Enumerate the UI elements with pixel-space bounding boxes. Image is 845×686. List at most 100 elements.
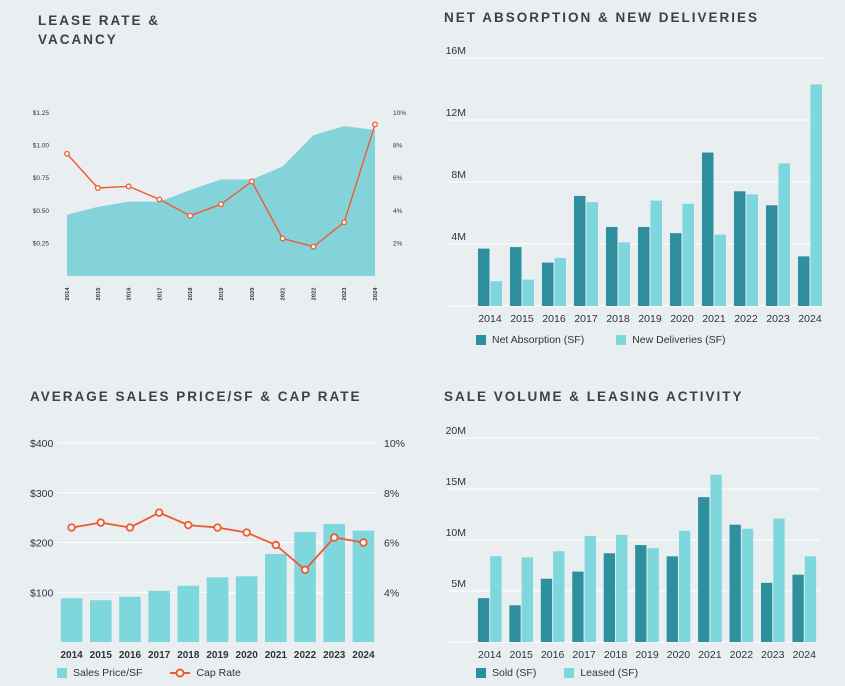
volume-x-tick-2017: 2017 <box>572 649 596 661</box>
absorption-y-tick-0: 4M <box>451 231 466 243</box>
lease-x-tick-2020: 2020 <box>250 288 256 301</box>
cap-rate-point <box>213 523 222 532</box>
volume-bar-series0-2015 <box>509 605 521 642</box>
absorption-bar-series0-2018 <box>605 226 618 306</box>
vacancy-point <box>187 212 194 219</box>
volume-bar-series0-2021 <box>698 497 710 642</box>
legend-swatch-sold <box>476 668 486 678</box>
volume-bar-series1-2021 <box>710 474 722 642</box>
lease-x-tick-2019: 2019 <box>219 287 225 301</box>
volume-bar-series0-2020 <box>666 556 678 642</box>
volume-bar-series1-2023 <box>773 518 785 642</box>
volume-bar-series1-2018 <box>616 534 628 642</box>
volume-y-tick-2: 15M <box>446 476 466 488</box>
price-bar-2021 <box>265 553 287 642</box>
volume-bar-series0-2016 <box>540 578 553 642</box>
lease-yleft-tick-4: $1.25 <box>33 110 50 117</box>
volume-x-tick-2020: 2020 <box>667 649 691 661</box>
price-chart-title: AVERAGE SALES PRICE/SF & CAP RATE <box>30 389 362 404</box>
vacancy-point <box>64 150 70 157</box>
price-bar-2018 <box>177 585 200 642</box>
lease-yright-tick-3: 8% <box>393 143 403 150</box>
price-bar-2017 <box>148 590 170 642</box>
absorption-bar-series0-2015 <box>509 247 522 306</box>
legend-swatch-net-absorption <box>476 335 486 345</box>
lease-yright-tick-4: 10% <box>393 110 406 117</box>
volume-y-tick-1: 10M <box>446 527 466 539</box>
legend-label-new-deliveries: New Deliveries (SF) <box>632 334 726 346</box>
legend-label-leased: Leased (SF) <box>580 667 639 679</box>
price-bar-2019 <box>206 577 229 642</box>
cap-rate-point <box>242 528 251 537</box>
absorption-x-tick-2018: 2018 <box>606 313 630 325</box>
price-bar-2024 <box>352 530 375 642</box>
absorption-y-tick-2: 12M <box>446 107 466 119</box>
price-bar-2016 <box>119 596 141 642</box>
lease-x-tick-2024: 2024 <box>373 287 379 301</box>
volume-bar-series0-2014 <box>477 598 490 642</box>
cap-rate-point <box>359 538 368 547</box>
price-x-tick-2022: 2022 <box>294 650 317 661</box>
vacancy-point <box>248 178 255 185</box>
vacancy-point <box>341 219 348 226</box>
lease-x-tick-2015: 2015 <box>96 287 102 301</box>
absorption-x-tick-2019: 2019 <box>638 313 662 325</box>
absorption-bar-series0-2019 <box>637 226 650 306</box>
volume-bar-series1-2014 <box>490 556 502 642</box>
volume-bar-series1-2017 <box>584 535 596 642</box>
legend-swatch-leased <box>564 668 575 678</box>
absorption-y-tick-3: 16M <box>446 45 466 57</box>
absorption-bar-series0-2024 <box>797 256 810 306</box>
volume-legend: Sold (SF) Leased (SF) <box>476 667 638 679</box>
absorption-bar-series1-2023 <box>778 163 791 306</box>
absorption-bar-series0-2021 <box>701 152 714 306</box>
absorption-bar-series1-2019 <box>650 200 663 306</box>
price-x-tick-2024: 2024 <box>352 650 375 661</box>
absorption-x-tick-2023: 2023 <box>766 313 790 325</box>
volume-x-tick-2024: 2024 <box>793 649 817 661</box>
price-bar-2022 <box>294 532 316 642</box>
absorption-x-tick-2017: 2017 <box>574 313 598 325</box>
legend-marker-cap-rate <box>170 668 191 678</box>
lease-x-tick-2023: 2023 <box>342 287 348 301</box>
absorption-bar-series1-2018 <box>618 242 631 306</box>
price-yleft-tick-0: $100 <box>30 587 54 599</box>
cap-rate-line <box>71 511 364 572</box>
volume-bar-series0-2018 <box>603 553 616 642</box>
price-bar-2014 <box>60 598 83 642</box>
price-yleft-tick-3: $400 <box>30 438 54 450</box>
lease-x-tick-2021: 2021 <box>281 287 287 301</box>
price-bar-2015 <box>89 600 112 642</box>
absorption-bar-series1-2022 <box>746 194 759 306</box>
volume-y-tick-0: 5M <box>451 578 466 590</box>
volume-bar-series1-2022 <box>741 528 754 642</box>
volume-bar-series0-2017 <box>572 571 584 642</box>
absorption-bar-series0-2017 <box>573 195 586 306</box>
price-legend: Sales Price/SF Cap Rate <box>57 667 241 679</box>
lease-yleft-tick-0: $0.25 <box>33 240 50 247</box>
lease-yleft-tick-2: $0.75 <box>33 175 50 182</box>
price-x-tick-2014: 2014 <box>60 650 83 661</box>
cap-rate-point <box>67 523 76 532</box>
vacancy-point <box>372 121 378 128</box>
cap-rate-point <box>154 508 164 517</box>
lease-rate-area <box>67 126 375 277</box>
absorption-bar-series1-2021 <box>714 234 727 306</box>
volume-bar-series1-2016 <box>553 551 565 642</box>
legend-swatch-new-deliveries <box>616 335 627 345</box>
vacancy-point <box>310 243 317 250</box>
absorption-x-tick-2015: 2015 <box>510 313 534 325</box>
lease-yright-tick-1: 4% <box>393 208 403 215</box>
volume-x-tick-2016: 2016 <box>541 649 565 661</box>
lease-x-tick-2018: 2018 <box>188 287 194 301</box>
vacancy-point <box>279 235 286 242</box>
legend-label-cap-rate: Cap Rate <box>196 667 241 679</box>
cap-rate-point <box>330 533 339 542</box>
lease-x-tick-2022: 2022 <box>311 288 317 301</box>
volume-chart-title: SALE VOLUME & LEASING ACTIVITY <box>444 389 744 404</box>
absorption-chart-title: NET ABSORPTION & NEW DELIVERIES <box>444 10 760 25</box>
absorption-bar-series0-2020 <box>669 233 682 306</box>
volume-bar-series0-2023 <box>760 582 773 642</box>
absorption-bar-series1-2017 <box>586 202 599 306</box>
